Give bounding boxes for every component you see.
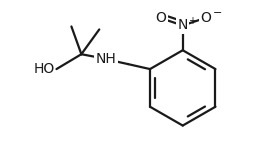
Text: N: N xyxy=(178,18,188,32)
Text: O: O xyxy=(155,10,166,24)
Text: −: − xyxy=(212,8,222,18)
Text: O: O xyxy=(200,10,211,24)
Text: HO: HO xyxy=(33,62,54,76)
Text: NH: NH xyxy=(96,52,117,66)
Text: +: + xyxy=(188,16,196,26)
